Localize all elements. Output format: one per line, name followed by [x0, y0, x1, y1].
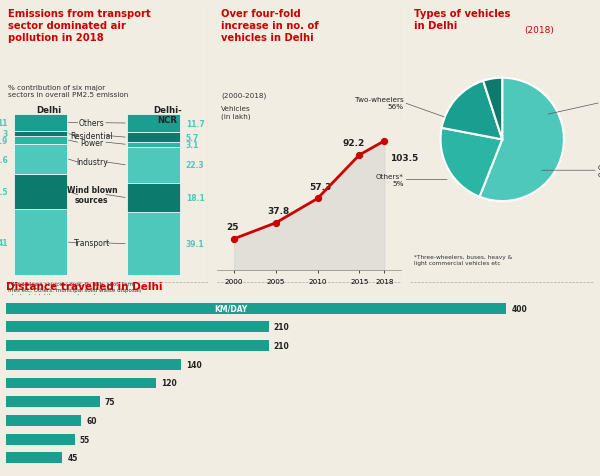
Bar	[127, 142, 179, 148]
Point	[103, 240, 110, 246]
Point	[65, 120, 72, 126]
Bar	[14, 209, 67, 276]
Line: 2 pts: 2 pts	[106, 243, 125, 244]
Point	[65, 240, 72, 246]
Text: 18.1: 18.1	[186, 194, 205, 202]
Line: 2 pts: 2 pts	[106, 163, 125, 165]
Text: Industry: Industry	[76, 158, 107, 167]
Text: 60: 60	[86, 416, 97, 425]
Text: Power: Power	[80, 139, 103, 148]
Point	[122, 241, 129, 247]
Point	[65, 132, 72, 138]
Text: 120: 120	[161, 379, 177, 387]
Text: 3: 3	[3, 130, 8, 139]
Bar	[14, 175, 67, 209]
Point	[103, 120, 110, 126]
Point	[74, 120, 81, 126]
Text: 22.3: 22.3	[186, 161, 205, 170]
Text: 21.5: 21.5	[0, 188, 8, 197]
Bar	[127, 114, 179, 133]
Bar	[14, 132, 67, 137]
Text: Distance travelled in Delhi: Distance travelled in Delhi	[6, 282, 163, 292]
Point	[122, 121, 129, 127]
Text: 75: 75	[105, 397, 115, 407]
Text: 210: 210	[274, 341, 289, 350]
Line: 2 pts: 2 pts	[68, 160, 77, 163]
Text: 18.6: 18.6	[0, 155, 8, 164]
Point	[74, 140, 81, 146]
Point	[122, 135, 129, 140]
Bar	[127, 213, 179, 276]
Text: 41: 41	[0, 238, 8, 247]
Point	[103, 192, 110, 198]
Point	[103, 160, 110, 166]
Point	[65, 138, 72, 144]
Bar	[6, 359, 181, 370]
Line: 2 pts: 2 pts	[106, 195, 125, 198]
Line: 2 pts: 2 pts	[68, 192, 77, 195]
Bar	[14, 114, 67, 132]
Point	[122, 195, 129, 201]
Line: 2 pts: 2 pts	[106, 136, 125, 138]
Text: 4.9: 4.9	[0, 137, 8, 145]
Text: 210: 210	[274, 323, 289, 332]
Text: 400: 400	[511, 304, 527, 313]
Bar	[6, 303, 506, 314]
Text: 140: 140	[186, 360, 202, 369]
Bar	[127, 148, 179, 183]
Line: 2 pts: 2 pts	[106, 143, 125, 145]
Bar	[6, 322, 269, 333]
Point	[74, 240, 81, 246]
Text: 11.7: 11.7	[186, 119, 205, 128]
Bar	[6, 434, 75, 445]
Bar	[6, 415, 81, 426]
Bar	[6, 397, 100, 407]
Bar	[127, 133, 179, 142]
Point	[65, 189, 72, 195]
Text: 3.1: 3.1	[186, 140, 199, 149]
Line: 2 pts: 2 pts	[68, 141, 77, 143]
Point	[65, 157, 72, 163]
Text: Residential: Residential	[71, 132, 113, 140]
Text: Delhi: Delhi	[36, 106, 61, 115]
Line: 2 pts: 2 pts	[68, 135, 77, 136]
Text: Emissions from transport
sector dominated air
pollution in 2018: Emissions from transport sector dominate…	[8, 9, 151, 42]
Text: *Wind blown sources: dust, fly ash, soot, farm
fires etc; Others: municipal soli: *Wind blown sources: dust, fly ash, soot…	[8, 281, 142, 298]
Text: Others: Others	[79, 119, 104, 128]
Text: % contribution of six major
sectors in overall PM2.5 emission: % contribution of six major sectors in o…	[8, 84, 128, 98]
Text: (2000-2018): (2000-2018)	[221, 93, 266, 99]
Bar	[127, 183, 179, 213]
Text: 5.7: 5.7	[186, 133, 199, 142]
Point	[74, 192, 81, 198]
Text: Over four-fold
increase in no. of
vehicles in Delhi: Over four-fold increase in no. of vehicl…	[221, 9, 319, 42]
Text: Delhi-
NCR: Delhi- NCR	[153, 106, 182, 125]
Bar	[14, 145, 67, 175]
Text: 45: 45	[67, 453, 77, 462]
Text: *Three-wheelers, buses, heavy &
light commercial vehicles etc: *Three-wheelers, buses, heavy & light co…	[414, 254, 512, 265]
Point	[103, 140, 110, 146]
Bar	[6, 340, 269, 351]
Text: KM/DAY: KM/DAY	[215, 304, 248, 313]
Point	[103, 133, 110, 139]
Bar	[6, 378, 156, 388]
Point	[122, 162, 129, 168]
Text: Types of vehicles
in Delhi: Types of vehicles in Delhi	[414, 9, 511, 30]
Text: Transport: Transport	[74, 239, 110, 248]
Bar	[6, 452, 62, 463]
Text: 11: 11	[0, 119, 8, 128]
Text: 55: 55	[80, 435, 90, 444]
Text: Vehicles
(in lakh): Vehicles (in lakh)	[221, 106, 251, 119]
Text: 39.1: 39.1	[186, 240, 205, 248]
Point	[74, 133, 81, 139]
Text: (2018): (2018)	[524, 26, 554, 35]
Point	[122, 142, 129, 148]
Point	[74, 160, 81, 166]
Bar	[14, 137, 67, 145]
Text: Wind blown
sources: Wind blown sources	[67, 186, 117, 205]
